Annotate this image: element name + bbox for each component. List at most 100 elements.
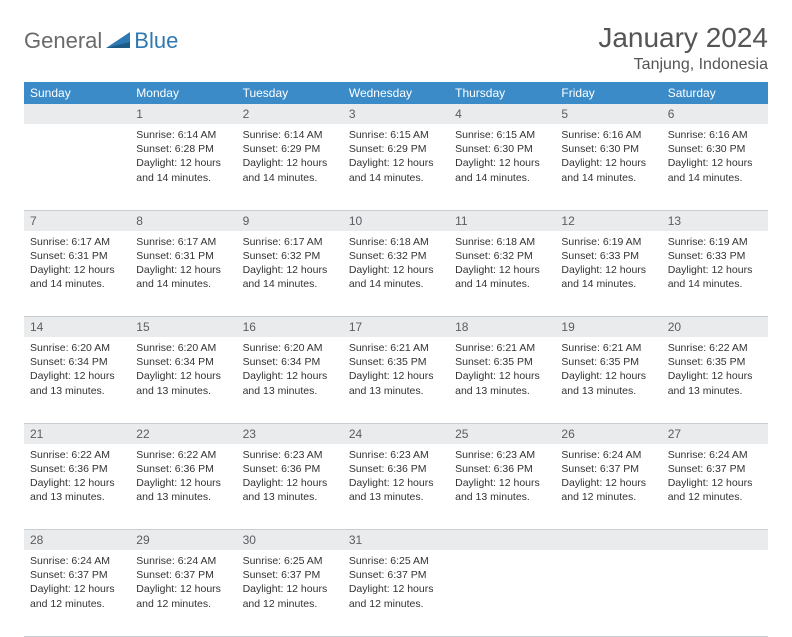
logo-triangle-icon [106,30,132,53]
calendar-body: 123456Sunrise: 6:14 AMSunset: 6:28 PMDay… [24,104,768,636]
day-content-cell: Sunrise: 6:16 AMSunset: 6:30 PMDaylight:… [555,124,661,210]
day-content-row: Sunrise: 6:20 AMSunset: 6:34 PMDaylight:… [24,337,768,423]
sunset-line: Sunset: 6:35 PM [349,355,443,369]
sunset-line: Sunset: 6:32 PM [455,249,549,263]
day-details: Sunrise: 6:23 AMSunset: 6:36 PMDaylight:… [449,444,555,511]
daylight-line: Daylight: 12 hours and 14 minutes. [30,263,124,291]
day-content-cell [662,550,768,636]
sunset-line: Sunset: 6:33 PM [561,249,655,263]
daylight-line: Daylight: 12 hours and 13 minutes. [243,369,337,397]
sunset-line: Sunset: 6:37 PM [136,568,230,582]
daylight-line: Daylight: 12 hours and 12 minutes. [668,476,762,504]
day-number-cell [662,530,768,551]
day-content-cell: Sunrise: 6:19 AMSunset: 6:33 PMDaylight:… [662,231,768,317]
day-details: Sunrise: 6:18 AMSunset: 6:32 PMDaylight:… [449,231,555,298]
day-number-row: 78910111213 [24,210,768,231]
day-number-cell: 28 [24,530,130,551]
day-number-cell: 21 [24,423,130,444]
day-content-cell: Sunrise: 6:17 AMSunset: 6:31 PMDaylight:… [24,231,130,317]
sunset-line: Sunset: 6:37 PM [668,462,762,476]
logo-text-blue: Blue [134,28,178,54]
day-content-cell: Sunrise: 6:25 AMSunset: 6:37 PMDaylight:… [237,550,343,636]
day-number-cell: 13 [662,210,768,231]
day-details: Sunrise: 6:16 AMSunset: 6:30 PMDaylight:… [555,124,661,191]
daylight-line: Daylight: 12 hours and 14 minutes. [668,156,762,184]
day-number-cell: 15 [130,317,236,338]
weekday-header-row: SundayMondayTuesdayWednesdayThursdayFrid… [24,82,768,104]
day-details: Sunrise: 6:19 AMSunset: 6:33 PMDaylight:… [555,231,661,298]
daylight-line: Daylight: 12 hours and 14 minutes. [668,263,762,291]
day-number-cell: 1 [130,104,236,124]
day-content-cell: Sunrise: 6:24 AMSunset: 6:37 PMDaylight:… [24,550,130,636]
day-number-cell [449,530,555,551]
daylight-line: Daylight: 12 hours and 13 minutes. [349,476,443,504]
day-details: Sunrise: 6:21 AMSunset: 6:35 PMDaylight:… [555,337,661,404]
daylight-line: Daylight: 12 hours and 14 minutes. [243,263,337,291]
sunset-line: Sunset: 6:30 PM [455,142,549,156]
daylight-line: Daylight: 12 hours and 13 minutes. [136,369,230,397]
day-content-cell: Sunrise: 6:15 AMSunset: 6:30 PMDaylight:… [449,124,555,210]
daylight-line: Daylight: 12 hours and 14 minutes. [455,156,549,184]
day-number-cell: 16 [237,317,343,338]
day-content-cell: Sunrise: 6:22 AMSunset: 6:36 PMDaylight:… [24,444,130,530]
day-number-cell: 6 [662,104,768,124]
day-details: Sunrise: 6:22 AMSunset: 6:35 PMDaylight:… [662,337,768,404]
sunset-line: Sunset: 6:35 PM [668,355,762,369]
day-content-cell: Sunrise: 6:23 AMSunset: 6:36 PMDaylight:… [449,444,555,530]
sunset-line: Sunset: 6:31 PM [136,249,230,263]
sunset-line: Sunset: 6:37 PM [561,462,655,476]
sunrise-line: Sunrise: 6:18 AM [349,235,443,249]
sunrise-line: Sunrise: 6:17 AM [30,235,124,249]
day-content-cell: Sunrise: 6:20 AMSunset: 6:34 PMDaylight:… [24,337,130,423]
day-details: Sunrise: 6:23 AMSunset: 6:36 PMDaylight:… [343,444,449,511]
sunrise-line: Sunrise: 6:20 AM [30,341,124,355]
day-content-row: Sunrise: 6:22 AMSunset: 6:36 PMDaylight:… [24,444,768,530]
day-number-cell: 26 [555,423,661,444]
day-content-cell: Sunrise: 6:21 AMSunset: 6:35 PMDaylight:… [343,337,449,423]
sunset-line: Sunset: 6:36 PM [349,462,443,476]
sunset-line: Sunset: 6:36 PM [30,462,124,476]
day-content-cell: Sunrise: 6:23 AMSunset: 6:36 PMDaylight:… [237,444,343,530]
day-number-cell: 24 [343,423,449,444]
day-number-cell: 19 [555,317,661,338]
day-number-cell [24,104,130,124]
day-details: Sunrise: 6:25 AMSunset: 6:37 PMDaylight:… [237,550,343,617]
sunrise-line: Sunrise: 6:17 AM [243,235,337,249]
sunrise-line: Sunrise: 6:25 AM [243,554,337,568]
sunrise-line: Sunrise: 6:23 AM [243,448,337,462]
day-details: Sunrise: 6:17 AMSunset: 6:31 PMDaylight:… [24,231,130,298]
daylight-line: Daylight: 12 hours and 13 minutes. [136,476,230,504]
location-text: Tanjung, Indonesia [598,56,768,74]
day-details: Sunrise: 6:24 AMSunset: 6:37 PMDaylight:… [555,444,661,511]
sunset-line: Sunset: 6:31 PM [30,249,124,263]
daylight-line: Daylight: 12 hours and 14 minutes. [561,156,655,184]
sunset-line: Sunset: 6:28 PM [136,142,230,156]
day-content-row: Sunrise: 6:17 AMSunset: 6:31 PMDaylight:… [24,231,768,317]
daylight-line: Daylight: 12 hours and 12 minutes. [30,582,124,610]
page-title: January 2024 [598,22,768,54]
sunset-line: Sunset: 6:36 PM [136,462,230,476]
sunrise-line: Sunrise: 6:20 AM [243,341,337,355]
sunset-line: Sunset: 6:37 PM [349,568,443,582]
day-content-cell [449,550,555,636]
weekday-header: Thursday [449,82,555,104]
weekday-header: Monday [130,82,236,104]
day-content-cell: Sunrise: 6:17 AMSunset: 6:31 PMDaylight:… [130,231,236,317]
day-content-cell: Sunrise: 6:20 AMSunset: 6:34 PMDaylight:… [130,337,236,423]
sunset-line: Sunset: 6:35 PM [561,355,655,369]
day-details: Sunrise: 6:22 AMSunset: 6:36 PMDaylight:… [130,444,236,511]
daylight-line: Daylight: 12 hours and 13 minutes. [561,369,655,397]
day-number-row: 28293031 [24,530,768,551]
day-details: Sunrise: 6:20 AMSunset: 6:34 PMDaylight:… [130,337,236,404]
day-number-row: 21222324252627 [24,423,768,444]
day-number-cell: 8 [130,210,236,231]
day-number-cell: 2 [237,104,343,124]
sunrise-line: Sunrise: 6:18 AM [455,235,549,249]
daylight-line: Daylight: 12 hours and 14 minutes. [243,156,337,184]
sunset-line: Sunset: 6:29 PM [243,142,337,156]
day-content-cell: Sunrise: 6:16 AMSunset: 6:30 PMDaylight:… [662,124,768,210]
day-details: Sunrise: 6:15 AMSunset: 6:29 PMDaylight:… [343,124,449,191]
day-number-cell: 5 [555,104,661,124]
sunrise-line: Sunrise: 6:24 AM [30,554,124,568]
day-number-cell: 29 [130,530,236,551]
